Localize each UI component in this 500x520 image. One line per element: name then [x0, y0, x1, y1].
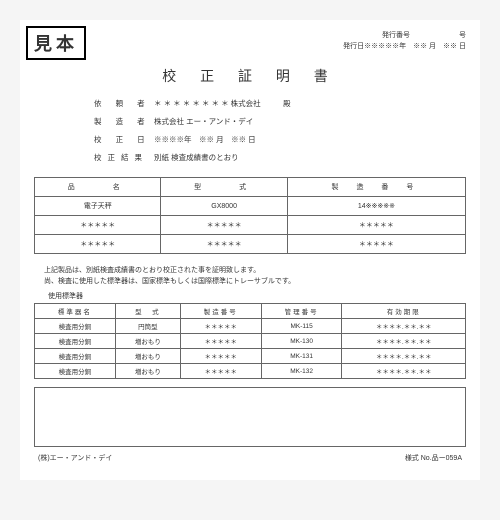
table-row: 検査用分銅増おもり＊＊＊＊＊MK-130＊＊＊＊.＊＊.＊＊	[35, 334, 466, 349]
table-row: ＊＊＊＊＊＊＊＊＊＊＊＊＊＊＊	[35, 216, 466, 235]
table-cell: GX8000	[161, 197, 287, 216]
cal-date-label: 校 正 日	[94, 134, 154, 145]
footer-form-no: 様式 No.品ー059A	[405, 453, 462, 463]
table-cell: ＊＊＊＊＊	[180, 319, 261, 334]
note-line-1: 上記製品は、別紙検査成績書のとおり校正された事を証明致します。	[44, 266, 466, 277]
manufacturer-value: 株式会社 エー・アンド・デイ	[154, 116, 466, 127]
col-serial: 製 造 番 号	[287, 178, 465, 197]
issue-number-label: 発行番号	[382, 32, 410, 39]
table-cell: ＊＊＊＊＊	[35, 216, 161, 235]
result-label: 校正結果	[94, 152, 154, 163]
issue-date-value: ※※※※※年 ※※ 月 ※※ 日	[364, 43, 466, 50]
product-table: 品 名 型 式 製 造 番 号 電子天秤GX800014※※※※※＊＊＊＊＊＊＊…	[34, 177, 466, 254]
table-cell: ＊＊＊＊.＊＊.＊＊	[342, 334, 466, 349]
table-cell: 検査用分銅	[35, 334, 116, 349]
table-cell: ＊＊＊＊＊	[180, 364, 261, 379]
table-cell: ＊＊＊＊＊	[180, 334, 261, 349]
footer-company: (株)エー・アンド・デイ	[38, 453, 112, 463]
table-cell: 14※※※※※	[287, 197, 465, 216]
table-row: ＊＊＊＊＊＊＊＊＊＊＊＊＊＊＊	[35, 235, 466, 254]
table-cell: 電子天秤	[35, 197, 161, 216]
table-cell: MK-115	[261, 319, 342, 334]
info-row-result: 校正結果 別紙 検査成績書のとおり	[94, 152, 466, 163]
doc-title: 校 正 証 明 書	[34, 66, 466, 86]
document-page: 見本 発行番号 号 発行日※※※※※年 ※※ 月 ※※ 日 校 正 証 明 書 …	[20, 20, 480, 480]
col-product-name: 品 名	[35, 178, 161, 197]
table-cell: ＊＊＊＊.＊＊.＊＊	[342, 319, 466, 334]
cal-date-value: ※※※※年 ※※ 月 ※※ 日	[154, 134, 466, 145]
issue-date-label: 発行日	[343, 43, 364, 50]
standards-table: 標準器名 型 式 製造番号 管理番号 有効期限 検査用分銅円筒型＊＊＊＊＊MK-…	[34, 303, 466, 379]
requester-value: ＊ ＊ ＊ ＊ ＊ ＊ ＊ ＊ 株式会社	[154, 99, 261, 108]
table-cell: MK-131	[261, 349, 342, 364]
table-cell: 円筒型	[115, 319, 180, 334]
table-cell: 検査用分銅	[35, 349, 116, 364]
footer: (株)エー・アンド・デイ 様式 No.品ー059A	[34, 453, 466, 463]
std-col-mgmt: 管理番号	[261, 304, 342, 319]
std-col-model: 型 式	[115, 304, 180, 319]
info-block: 依 頼 者 ＊ ＊ ＊ ＊ ＊ ＊ ＊ ＊ 株式会社 殿 製 造 者 株式会社 …	[94, 98, 466, 163]
requester-suffix: 殿	[283, 99, 291, 108]
info-row-cal-date: 校 正 日 ※※※※年 ※※ 月 ※※ 日	[94, 134, 466, 145]
table-row: 検査用分銅円筒型＊＊＊＊＊MK-115＊＊＊＊.＊＊.＊＊	[35, 319, 466, 334]
requester-label: 依 頼 者	[94, 98, 154, 109]
standards-label: 使用標準器	[48, 291, 466, 301]
signature-box	[34, 387, 466, 447]
result-value: 別紙 検査成績書のとおり	[154, 152, 466, 163]
manufacturer-label: 製 造 者	[94, 116, 154, 127]
table-cell: ＊＊＊＊＊	[287, 216, 465, 235]
table-cell: ＊＊＊＊＊	[180, 349, 261, 364]
table-cell: ＊＊＊＊＊	[287, 235, 465, 254]
table-row: 検査用分銅増おもり＊＊＊＊＊MK-132＊＊＊＊.＊＊.＊＊	[35, 364, 466, 379]
table-cell: 増おもり	[115, 334, 180, 349]
issue-suffix: 号	[459, 32, 466, 39]
table-cell: MK-132	[261, 364, 342, 379]
table-cell: MK-130	[261, 334, 342, 349]
table-cell: ＊＊＊＊＊	[161, 216, 287, 235]
table-cell: 増おもり	[115, 349, 180, 364]
col-model: 型 式	[161, 178, 287, 197]
sample-badge: 見本	[26, 26, 86, 60]
note-line-2: 尚、検査に使用した標準器は、国家標準もしくは国際標準にトレーサブルです。	[44, 277, 466, 288]
table-row: 検査用分銅増おもり＊＊＊＊＊MK-131＊＊＊＊.＊＊.＊＊	[35, 349, 466, 364]
std-col-name: 標準器名	[35, 304, 116, 319]
table-cell: ＊＊＊＊＊	[161, 235, 287, 254]
std-col-serial: 製造番号	[180, 304, 261, 319]
note-block: 上記製品は、別紙検査成績書のとおり校正された事を証明致します。 尚、検査に使用し…	[44, 266, 466, 287]
table-cell: ＊＊＊＊.＊＊.＊＊	[342, 349, 466, 364]
table-cell: 検査用分銅	[35, 364, 116, 379]
table-cell: ＊＊＊＊＊	[35, 235, 161, 254]
table-cell: 増おもり	[115, 364, 180, 379]
table-cell: 検査用分銅	[35, 319, 116, 334]
table-row: 電子天秤GX800014※※※※※	[35, 197, 466, 216]
table-cell: ＊＊＊＊.＊＊.＊＊	[342, 364, 466, 379]
header-right: 発行番号 号 発行日※※※※※年 ※※ 月 ※※ 日	[34, 30, 466, 52]
std-col-expiry: 有効期限	[342, 304, 466, 319]
info-row-requester: 依 頼 者 ＊ ＊ ＊ ＊ ＊ ＊ ＊ ＊ 株式会社 殿	[94, 98, 466, 109]
info-row-manufacturer: 製 造 者 株式会社 エー・アンド・デイ	[94, 116, 466, 127]
